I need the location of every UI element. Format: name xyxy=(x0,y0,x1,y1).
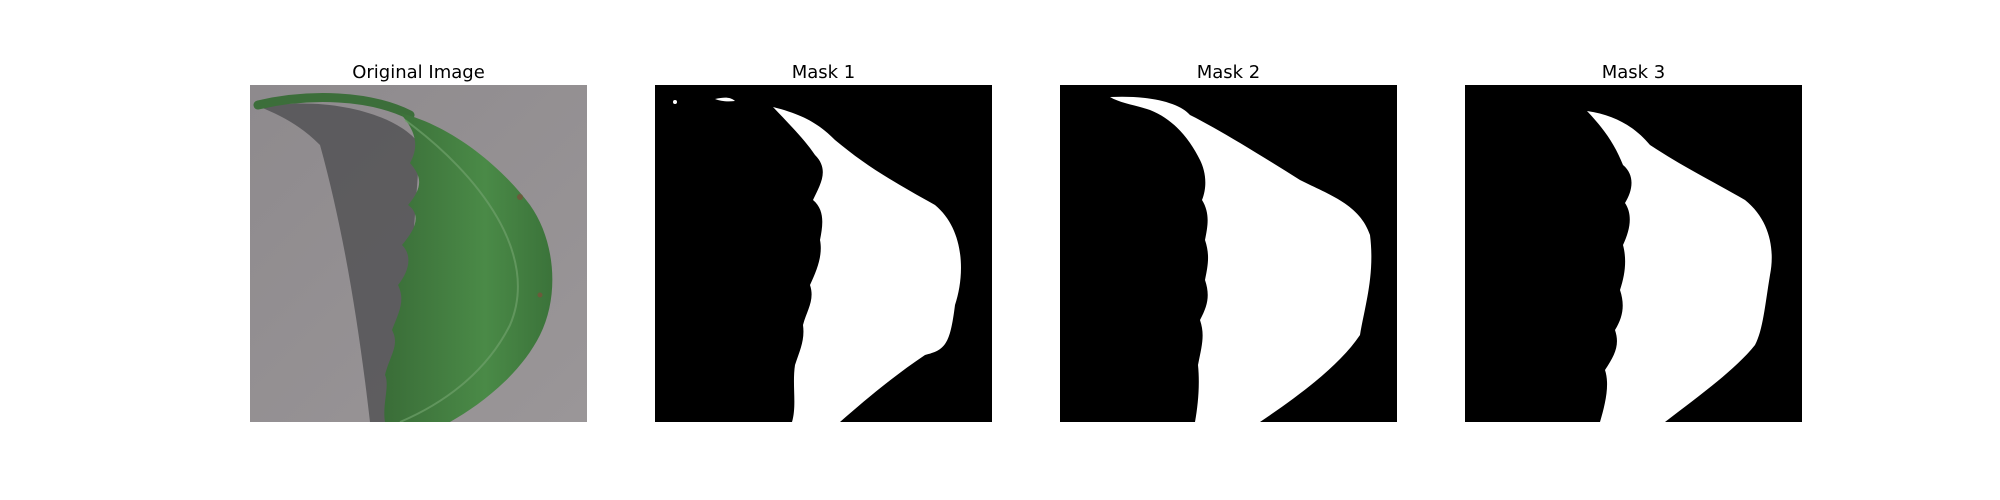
panel-title: Mask 3 xyxy=(1601,62,1666,83)
panel-title: Mask 2 xyxy=(1196,62,1261,83)
panel-title: Mask 1 xyxy=(791,62,856,83)
mask-1-image xyxy=(655,85,992,422)
mask-2-image xyxy=(1060,85,1397,422)
panel-mask-2: Mask 2 xyxy=(1060,60,1397,422)
mask-3-image xyxy=(1465,85,1802,422)
panel-title: Original Image xyxy=(352,62,485,83)
panel-original-image: Original Image xyxy=(250,60,587,422)
original-leaf-photo xyxy=(250,85,587,422)
panel-mask-3: Mask 3 xyxy=(1465,60,1802,422)
panel-mask-1: Mask 1 xyxy=(655,60,992,422)
